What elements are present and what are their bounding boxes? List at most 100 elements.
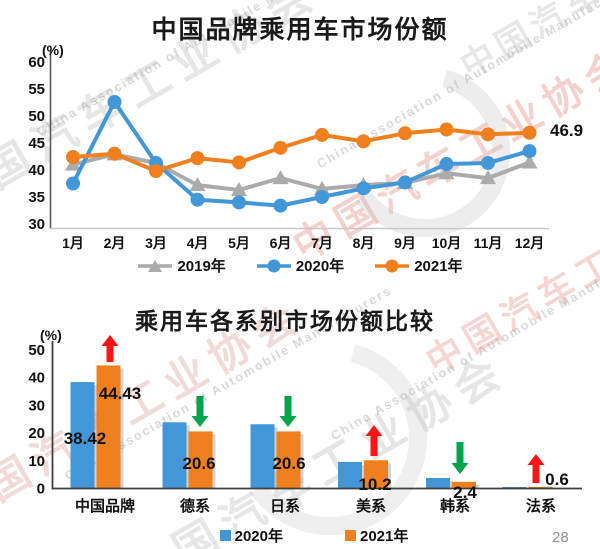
bar-chart-title: 乘用车各系别市场份额比较 — [135, 308, 435, 334]
legend-item-2021年: 2021年 — [345, 525, 408, 546]
bar-value-label: 20.6 — [272, 454, 305, 473]
trend-arrow-down-icon — [279, 396, 297, 427]
line-series-2019年 — [65, 146, 538, 196]
line-chart-y-tick: 30 — [28, 216, 45, 233]
line-chart-y-tick: 60 — [28, 54, 45, 71]
trend-arrow-down-icon — [191, 396, 209, 427]
circle-marker-icon — [375, 259, 410, 272]
bar-value-label: 38.42 — [64, 429, 107, 448]
bar-value-label: 20.6 — [182, 454, 215, 473]
data-point-marker — [522, 125, 537, 140]
data-point-marker — [398, 175, 412, 190]
legend-label: 2020年 — [234, 528, 283, 545]
line-chart-end-value-label: 46.9 — [550, 121, 584, 140]
line-chart-x-tick: 11月 — [474, 235, 503, 251]
trend-arrow-up-icon — [527, 454, 545, 483]
line-chart-x-tick: 8月 — [353, 235, 375, 251]
series-line — [71, 99, 531, 208]
line-chart-x-tick: 7月 — [311, 235, 333, 251]
bar-美系-2021年 — [364, 460, 388, 489]
data-point-marker — [439, 157, 454, 172]
data-point-marker — [231, 181, 247, 196]
data-point-marker — [190, 192, 205, 207]
line-chart-x-tick: 9月 — [394, 235, 416, 251]
data-point-marker — [439, 122, 454, 137]
bar-chart: 50 40 30 20 10 0 中国品牌 德系 日系 美系 韩系 法系 38.42 44.43 20.6 2… — [28, 335, 582, 515]
data-point-marker — [522, 144, 537, 159]
bar-chart-category-label: 中国品牌 — [75, 497, 135, 515]
data-point-marker — [190, 151, 205, 166]
bar-value-label: 2.4 — [453, 483, 477, 502]
bar-德系-2021年 — [188, 431, 213, 489]
bar-chart-y-tick: 40 — [28, 370, 45, 387]
line-chart-x-tick: 5月 — [228, 235, 250, 251]
bar-chart-y-tick: 0 — [37, 481, 45, 498]
data-point-marker — [356, 134, 371, 149]
bar-chart-category-label: 韩系 — [440, 497, 470, 515]
bar-chart-y-tick: 50 — [28, 342, 45, 359]
data-point-marker — [66, 176, 80, 191]
data-point-marker — [272, 170, 289, 185]
data-point-marker — [273, 140, 288, 155]
line-series-2021年 — [66, 122, 537, 179]
bar-日系-2021年 — [276, 431, 301, 489]
bar-chart-y-tick: 30 — [28, 397, 45, 414]
series-line — [72, 152, 531, 192]
data-point-marker — [315, 190, 329, 204]
data-point-marker — [315, 127, 329, 142]
line-chart-x-tick: 2月 — [104, 235, 126, 251]
line-chart-unit-label: (%) — [42, 42, 64, 58]
line-chart-legend: 2019年 2020年 2021年 — [0, 255, 600, 276]
bar-韩系-2020年 — [426, 477, 450, 489]
line-chart-title: 中国品牌乘用车市场份额 — [151, 16, 449, 44]
trend-arrow-up-icon — [365, 425, 383, 456]
line-chart-x-tick: 10月 — [432, 235, 462, 251]
data-point-marker — [107, 146, 122, 161]
legend-label: 2021年 — [360, 528, 409, 545]
data-point-marker — [107, 94, 122, 109]
line-chart-x-tick: 12月 — [515, 235, 545, 251]
legend-label: 2020年 — [295, 258, 345, 275]
legend-label: 2021年 — [414, 258, 463, 275]
bar-series-2020年 — [70, 382, 527, 489]
line-chart: 60 55 50 45 40 35 30 1月 2月 3月 4月 5月 6月 7月 8月 9月 10月 11月 12… — [28, 50, 549, 251]
bar-chart-category-label: 美系 — [356, 497, 386, 515]
bar-chart-category-label: 法系 — [526, 497, 556, 515]
line-series-2020年 — [66, 94, 537, 213]
data-point-marker — [480, 170, 496, 185]
legend-item-2020年: 2020年 — [256, 255, 344, 276]
data-point-marker — [149, 164, 163, 179]
line-chart-x-tick: 1月 — [62, 235, 84, 251]
data-point-marker — [438, 165, 455, 180]
triangle-marker-icon — [138, 259, 173, 272]
data-point-marker — [481, 127, 495, 142]
data-point-marker — [273, 198, 288, 213]
line-chart-x-tick: 3月 — [145, 235, 167, 251]
legend-swatch-icon — [219, 530, 231, 541]
bar-chart-y-tick: 10 — [28, 453, 45, 470]
bar-美系-2020年 — [338, 461, 362, 489]
data-point-marker — [189, 177, 206, 192]
line-chart-y-tick: 55 — [28, 81, 45, 98]
data-point-marker — [232, 195, 246, 210]
legend-item-2020年: 2020年 — [219, 525, 283, 546]
line-chart-y-tick: 45 — [28, 135, 45, 152]
legend-swatch-icon — [345, 530, 356, 541]
page-number: 28 — [552, 529, 569, 546]
trend-arrow-up-icon — [101, 335, 119, 362]
bar-chart-unit-label: (%) — [40, 327, 62, 343]
data-point-marker — [356, 181, 371, 196]
bar-韩系-2021年 — [452, 481, 476, 489]
legend-label: 2019年 — [177, 258, 226, 275]
bar-德系-2020年 — [162, 422, 187, 489]
line-chart-y-tick: 35 — [28, 189, 45, 206]
bar-chart-category-label: 德系 — [180, 497, 210, 515]
line-chart-y-tick: 40 — [28, 162, 45, 179]
bar-chart-legend: 2020年 2021年 — [0, 525, 600, 546]
bar-series-2021年 — [96, 365, 553, 489]
trend-arrow-down-icon — [451, 442, 469, 474]
bar-中国品牌-2021年 — [96, 365, 121, 489]
bar-value-label: 44.43 — [99, 384, 142, 403]
bar-value-label: 0.6 — [545, 470, 569, 489]
